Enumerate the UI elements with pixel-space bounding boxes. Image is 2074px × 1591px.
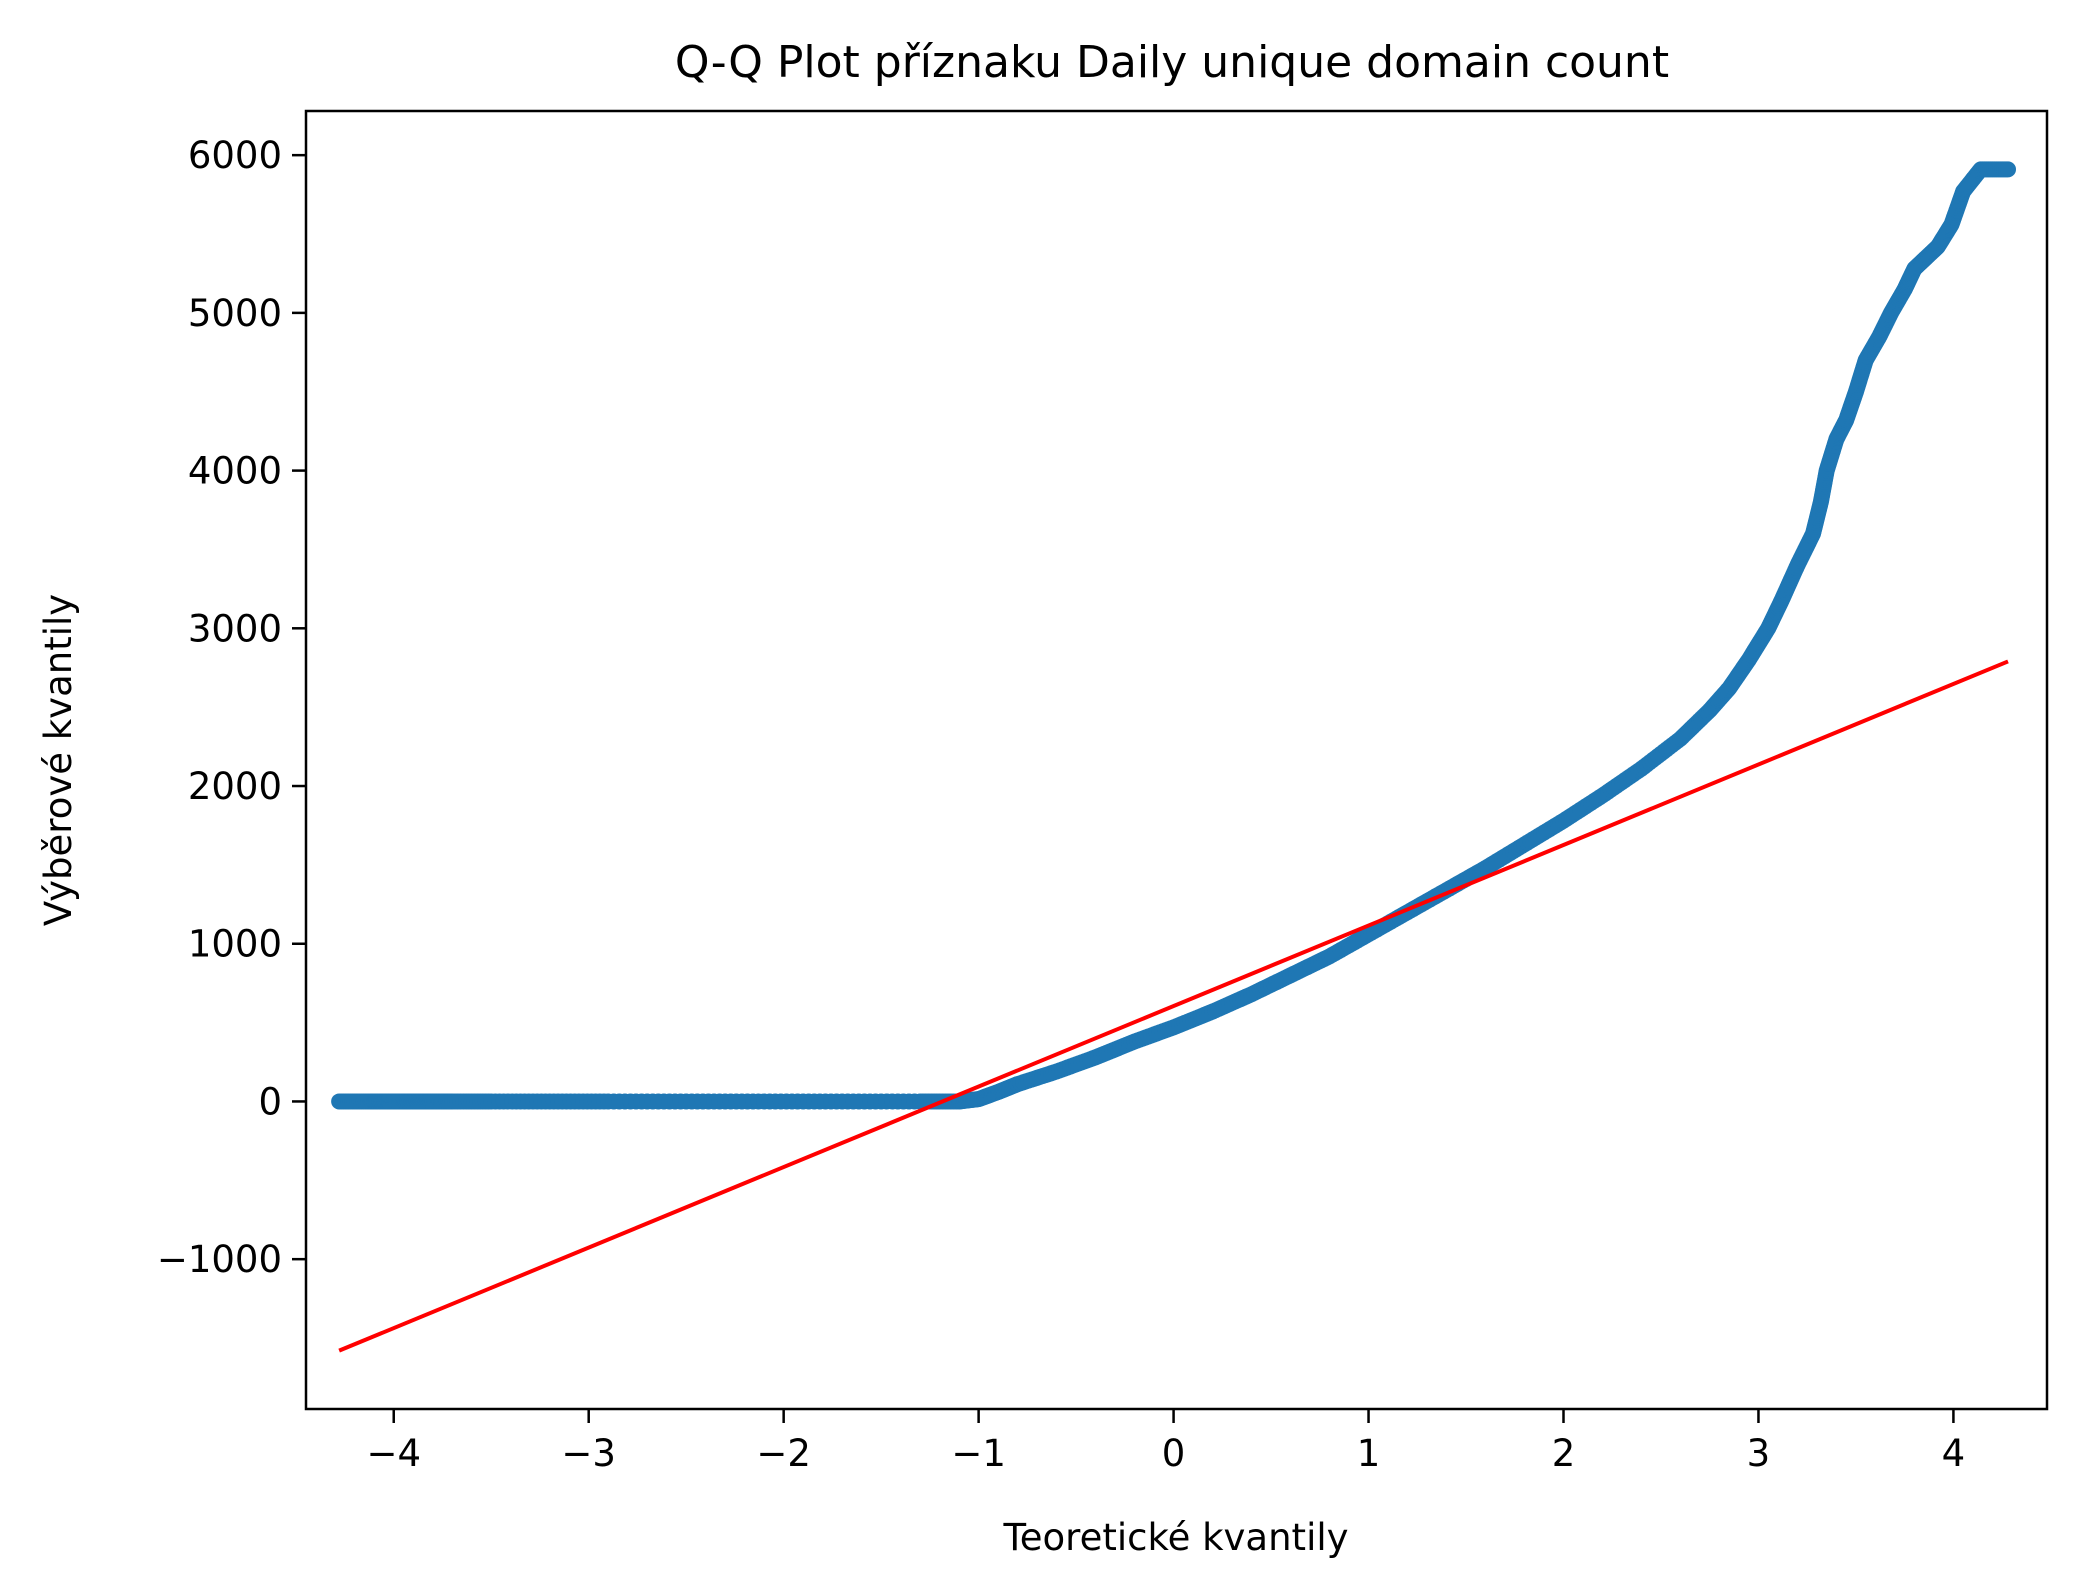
qq-point — [2000, 161, 2017, 178]
y-tick-label: 6000 — [188, 134, 282, 177]
chart-title: Q-Q Plot příznaku Daily unique domain co… — [675, 37, 1669, 88]
x-tick-label: −4 — [366, 1432, 421, 1475]
y-axis-label: Výběrové kvantily — [37, 594, 80, 926]
x-axis-label: Teoretické kvantily — [1002, 1516, 1348, 1559]
y-tick-label: 3000 — [188, 607, 282, 650]
x-axis-ticks: −4 −3 −2 −1 0 1 2 3 4 — [366, 1409, 1965, 1475]
y-tick-label: 0 — [258, 1080, 282, 1123]
plot-area — [331, 161, 2017, 1353]
y-tick-label: 1000 — [188, 923, 282, 966]
reference-line — [338, 659, 2009, 1353]
y-tick-label: 4000 — [188, 450, 282, 493]
x-tick-label: −3 — [561, 1432, 616, 1475]
y-tick-label: 5000 — [188, 292, 282, 335]
x-tick-label: 1 — [1357, 1432, 1381, 1475]
x-tick-label: 2 — [1552, 1432, 1576, 1475]
y-tick-label: 2000 — [188, 765, 282, 808]
x-tick-label: 3 — [1747, 1432, 1771, 1475]
x-tick-label: −1 — [951, 1432, 1006, 1475]
axes-frame — [304, 109, 2049, 1411]
y-tick-label: −1000 — [157, 1238, 282, 1281]
y-axis-ticks: −1000 0 1000 2000 3000 4000 5000 6000 — [157, 134, 306, 1281]
x-tick-label: −2 — [756, 1432, 811, 1475]
x-tick-label: 4 — [1942, 1432, 1966, 1475]
x-tick-label: 0 — [1162, 1432, 1186, 1475]
